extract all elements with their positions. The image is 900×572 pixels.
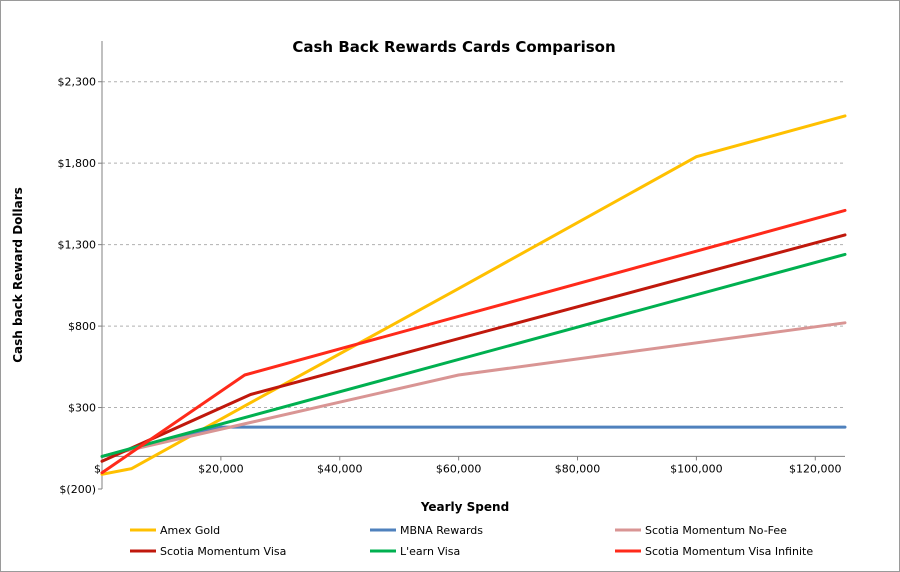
legend-label-2: Scotia Momentum No-Fee — [645, 524, 787, 537]
series-line-2 — [100, 321, 847, 458]
chart-title: Cash Back Rewards Cards Comparison — [292, 38, 615, 56]
x-tick-label-5: $100,000 — [670, 462, 723, 475]
y-tick-label-5: $2,300 — [58, 76, 97, 89]
series-line-0 — [100, 114, 847, 476]
y-tick-label-3: $1,300 — [58, 239, 97, 252]
tick-labels: $(200) $300 $800 $1,300 $1,800 $2,300 $ $20,000… — [58, 76, 842, 496]
legend: Amex Gold MBNA Rewards Scotia Momentum No-… — [130, 524, 813, 558]
legend-label-3: Scotia Momentum Visa — [160, 545, 286, 558]
x-tick-label-0: $ — [94, 462, 101, 475]
gridlines — [102, 81, 845, 409]
axes — [98, 41, 845, 490]
x-tick-label-2: $40,000 — [317, 462, 363, 475]
y-axis-label: Cash back Reward Dollars — [11, 187, 25, 363]
y-tick-label-2: $800 — [68, 320, 96, 333]
x-tick-label-1: $20,000 — [198, 462, 244, 475]
series-lines — [100, 114, 847, 476]
series-line-5 — [100, 208, 847, 475]
x-tick-label-6: $120,000 — [789, 462, 842, 475]
x-tick-label-4: $80,000 — [555, 462, 601, 475]
x-tick-label-3: $60,000 — [436, 462, 482, 475]
y-tick-label-0: $(200) — [59, 483, 96, 496]
y-tick-label-1: $300 — [68, 402, 96, 415]
legend-label-0: Amex Gold — [160, 524, 220, 537]
x-axis-label: Yearly Spend — [420, 500, 509, 514]
legend-label-5: Scotia Momentum Visa Infinite — [645, 545, 813, 558]
y-tick-label-4: $1,800 — [58, 157, 97, 170]
legend-label-4: L'earn Visa — [400, 545, 460, 558]
series-line-4 — [100, 252, 847, 458]
legend-label-1: MBNA Rewards — [400, 524, 483, 537]
